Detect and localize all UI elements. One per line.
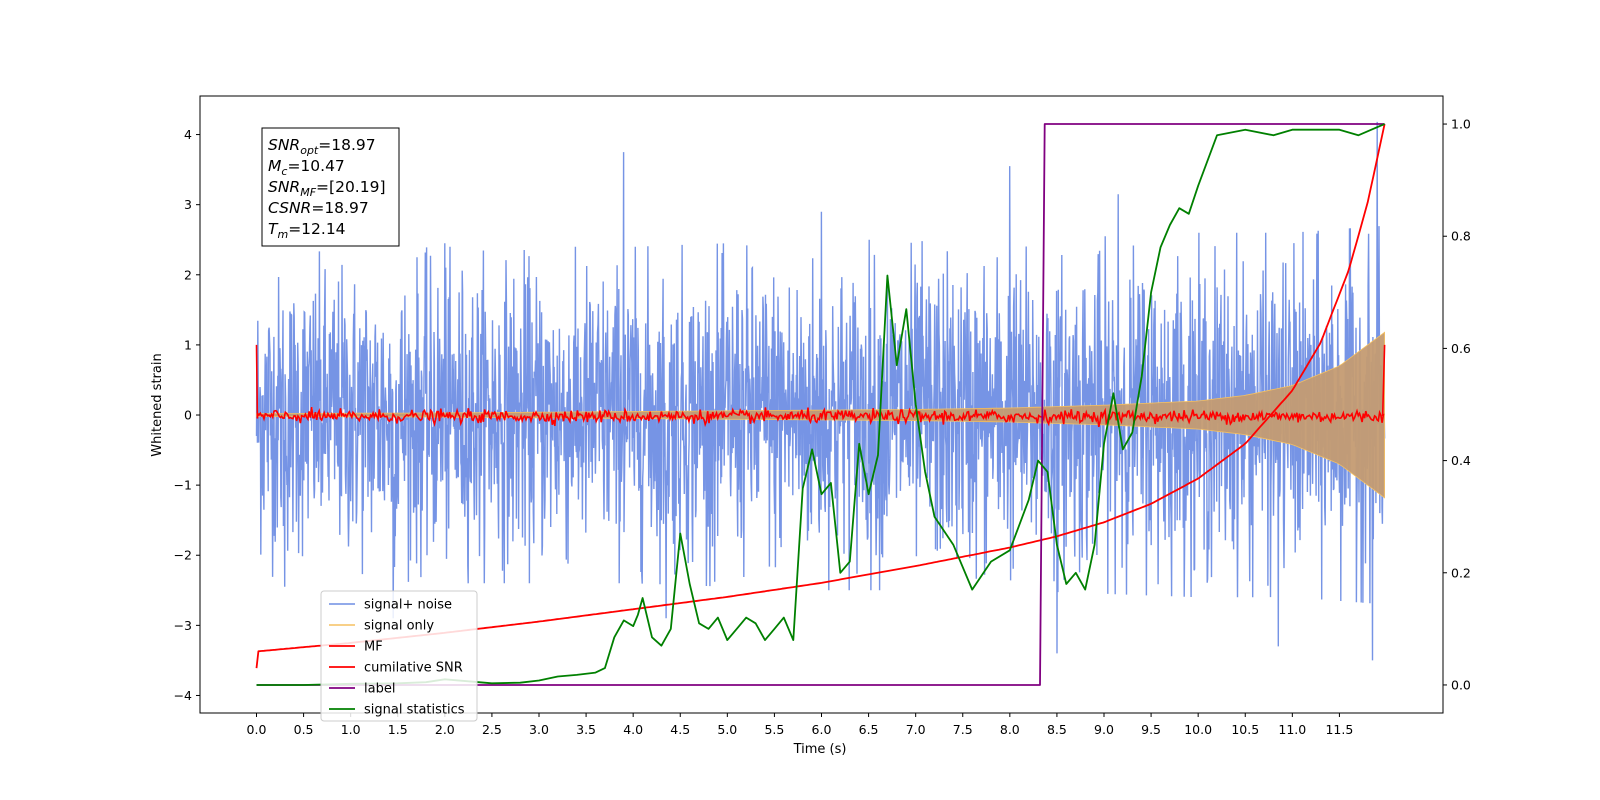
annotation-line: SNRopt=18.97 xyxy=(268,136,376,157)
x-tick-label: 9.0 xyxy=(1094,722,1114,737)
y-tick-label: 3 xyxy=(184,197,192,212)
x-tick-label: 4.5 xyxy=(670,722,690,737)
x-tick-label: 0.5 xyxy=(294,722,314,737)
annotation-line: Mc=10.47 xyxy=(268,157,345,178)
x-tick-label: 6.5 xyxy=(859,722,879,737)
annotation-line: CSNR=18.97 xyxy=(268,199,369,217)
y2-tick-label: 0.0 xyxy=(1451,677,1471,692)
x-tick-label: 9.5 xyxy=(1141,722,1161,737)
y-tick-label: −4 xyxy=(174,688,192,703)
series-signal-statistics xyxy=(256,123,1385,686)
x-axis: 0.0 0.5 1.0 1.5 2.0 2.5 3.0 3.5 4.0 4.5 5.0 5.5 6.0 6… xyxy=(247,713,1353,737)
x-tick-label: 10.0 xyxy=(1184,722,1212,737)
y2-tick-label: 0.2 xyxy=(1451,565,1471,580)
series-mf xyxy=(255,344,1386,428)
x-tick-label: 3.5 xyxy=(576,722,596,737)
series-label xyxy=(256,123,1385,686)
x-tick-label: 8.5 xyxy=(1047,722,1067,737)
legend-label: MF xyxy=(364,640,383,655)
y-axis-right: 1.0 0.8 0.6 0.4 0.2 0.0 xyxy=(1443,117,1471,692)
x-tick-label: 8.0 xyxy=(1000,722,1020,737)
x-tick-label: 11.5 xyxy=(1325,722,1353,737)
legend-label: signal+ noise xyxy=(364,598,452,613)
y2-tick-label: 1.0 xyxy=(1451,117,1471,132)
x-tick-label: 11.0 xyxy=(1278,722,1306,737)
legend-label: cumilative SNR xyxy=(364,661,463,676)
y2-tick-label: 0.8 xyxy=(1451,229,1471,244)
y-tick-label: 2 xyxy=(184,267,192,282)
x-tick-label: 6.0 xyxy=(812,722,832,737)
annotation-box: SNRopt=18.97Mc=10.47SNRMF=[20.19]CSNR=18… xyxy=(261,127,400,247)
x-tick-label: 2.5 xyxy=(482,722,502,737)
annotation-line: SNRMF=[20.19] xyxy=(268,178,386,199)
y-tick-label: −1 xyxy=(174,478,192,493)
y-tick-label: −2 xyxy=(174,548,192,563)
x-tick-label: 1.0 xyxy=(341,722,361,737)
x-tick-label: 5.0 xyxy=(717,722,737,737)
y-tick-label: 1 xyxy=(184,337,192,352)
x-tick-label: 3.0 xyxy=(529,722,549,737)
x-tick-label: 7.0 xyxy=(906,722,926,737)
x-tick-label: 4.0 xyxy=(623,722,643,737)
y-axis-label: Whitened strain xyxy=(150,353,165,456)
y-tick-label: 0 xyxy=(184,408,192,423)
x-tick-label: 0.0 xyxy=(247,722,267,737)
legend-label: signal statistics xyxy=(364,703,465,718)
y2-tick-label: 0.4 xyxy=(1451,453,1471,468)
x-tick-label: 2.0 xyxy=(435,722,455,737)
y-tick-label: −3 xyxy=(174,618,192,633)
legend-label: label xyxy=(364,682,395,697)
legend-label: signal only xyxy=(364,619,434,634)
x-tick-label: 10.5 xyxy=(1231,722,1259,737)
legend: signal+ noise signal only MF cumilative SNR… xyxy=(320,590,478,722)
x-axis-label: Time (s) xyxy=(793,742,847,757)
y-tick-label: 4 xyxy=(184,127,192,142)
x-tick-label: 7.5 xyxy=(953,722,973,737)
x-tick-label: 5.5 xyxy=(764,722,784,737)
annotation-line: Tm=12.14 xyxy=(268,220,346,241)
series-signal-noise xyxy=(255,121,1386,661)
y2-tick-label: 0.6 xyxy=(1451,341,1471,356)
x-tick-label: 1.5 xyxy=(388,722,408,737)
y-axis-left: 4 3 2 1 0 −1 −2 −3 −4 xyxy=(174,127,200,703)
